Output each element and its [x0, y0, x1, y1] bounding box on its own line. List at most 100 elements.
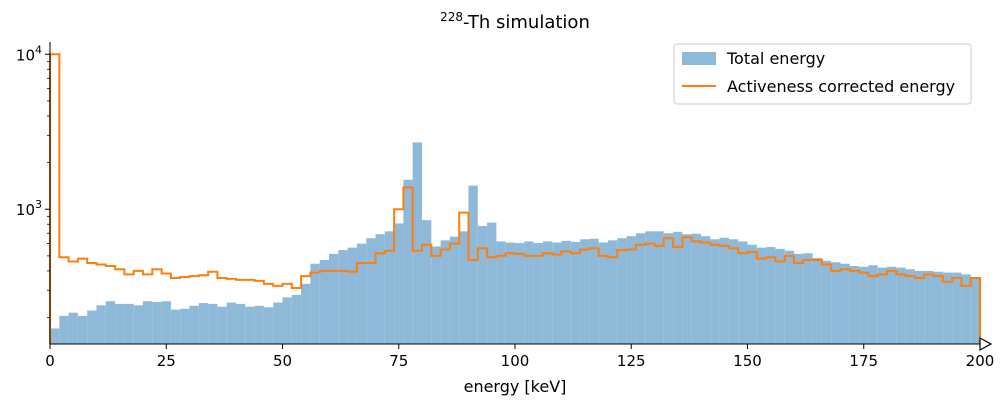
- histogram-bar: [598, 242, 608, 344]
- x-tick-label: 25: [157, 352, 176, 370]
- histogram-bar: [440, 240, 450, 344]
- histogram-bar: [208, 303, 218, 344]
- histogram-bar: [840, 263, 850, 344]
- histogram-bar: [896, 267, 906, 344]
- histogram-bar: [515, 243, 525, 344]
- histogram-bar: [654, 231, 664, 344]
- histogram-bar: [766, 247, 776, 344]
- histogram-bar: [505, 242, 515, 344]
- x-tick-label: 0: [45, 352, 55, 370]
- histogram-bar: [431, 246, 441, 344]
- histogram-bar: [143, 301, 153, 344]
- histogram-bar: [933, 271, 943, 344]
- x-tick-label: 50: [273, 352, 292, 370]
- histogram-bar: [719, 237, 729, 344]
- legend-label-total-energy: Total energy: [726, 49, 825, 68]
- histogram-bar: [282, 297, 292, 344]
- histogram-bar: [738, 241, 748, 344]
- histogram-bar: [236, 303, 246, 344]
- histogram-bar: [180, 308, 190, 344]
- histogram-bar: [254, 305, 264, 344]
- histogram-bar: [775, 248, 785, 344]
- histogram-bar: [905, 269, 915, 344]
- histogram-bar: [394, 223, 404, 344]
- histogram-bar: [542, 241, 553, 344]
- histogram-bar: [682, 234, 692, 344]
- histogram-bar: [459, 231, 469, 344]
- histogram-bar: [226, 302, 236, 344]
- histogram-bar: [626, 236, 636, 344]
- histogram-bar: [133, 305, 143, 344]
- histogram-bar: [635, 233, 646, 344]
- histogram-bar: [59, 315, 69, 344]
- histogram-bar: [524, 241, 534, 344]
- histogram-bar: [329, 253, 339, 344]
- histogram-bar: [161, 301, 171, 344]
- legend-label-activeness-corrected: Activeness corrected energy: [727, 77, 955, 96]
- histogram-bar: [821, 260, 832, 344]
- histogram-bar: [319, 260, 329, 344]
- histogram-bar: [310, 263, 320, 344]
- x-tick-label: 125: [617, 352, 646, 370]
- legend: Total energy Activeness corrected energy: [673, 43, 972, 105]
- histogram-bar: [552, 242, 562, 344]
- chart-title: 228-Th simulation: [440, 10, 590, 33]
- histogram-bar: [784, 250, 794, 344]
- histogram-bar: [124, 303, 134, 344]
- histogram-bar: [924, 270, 934, 344]
- histogram-bar: [570, 241, 581, 344]
- x-axis: 0 25 50 75 100 125 150 175 200: [45, 336, 995, 370]
- histogram-bar: [803, 253, 813, 344]
- histogram-bar: [942, 272, 953, 344]
- histogram-bar: [487, 222, 497, 344]
- histogram-bar: [645, 231, 655, 344]
- histogram-bar: [77, 315, 88, 344]
- histogram-bar: [589, 238, 599, 344]
- histogram-bar: [728, 239, 739, 344]
- histogram-bar: [105, 301, 116, 344]
- histogram-bar: [96, 305, 106, 344]
- histogram-bar: [831, 262, 841, 344]
- chart-title-superscript: 228: [440, 10, 463, 24]
- histogram-bar: [403, 179, 413, 344]
- y-tick-label: 104: [16, 43, 42, 64]
- histogram-bar: [366, 238, 376, 344]
- histogram-bar: [561, 240, 571, 344]
- histogram-bar: [673, 231, 683, 344]
- histogram-bar: [115, 303, 125, 344]
- histogram-bar: [747, 244, 757, 344]
- histogram-bar: [273, 302, 283, 344]
- histogram-bar: [756, 247, 767, 344]
- plot-area: [49, 53, 981, 344]
- histogram-bar: [859, 266, 869, 344]
- histogram-bar: [198, 303, 209, 344]
- x-axis-label: energy [keV]: [464, 377, 567, 396]
- histogram-bar: [87, 310, 97, 344]
- histogram-bar: [189, 305, 199, 344]
- histogram-bar: [384, 231, 395, 344]
- histogram-bar: [422, 220, 432, 344]
- chart-title-text: -Th simulation: [463, 12, 590, 33]
- step-line-activeness-corrected: [49, 53, 981, 344]
- histogram-bar: [970, 277, 980, 344]
- y-axis: 103 104: [16, 42, 51, 344]
- x-tick-label: 200: [966, 352, 995, 370]
- x-axis-arrow: [979, 336, 993, 352]
- histogram-bar: [608, 240, 618, 344]
- histogram-bar: [356, 243, 367, 344]
- histogram-bar: [868, 265, 878, 344]
- x-tick-label: 150: [733, 352, 762, 370]
- histogram-bar: [217, 306, 227, 344]
- histogram-bar: [347, 247, 357, 344]
- histogram-bar: [301, 283, 311, 344]
- histogram-bar: [449, 236, 460, 344]
- histogram-bar: [152, 301, 162, 344]
- histogram-bar: [701, 236, 711, 344]
- legend-swatch-total-energy: [682, 52, 716, 65]
- histogram-bar: [412, 142, 422, 344]
- histogram-bar: [263, 307, 274, 344]
- histogram-bar: [914, 270, 925, 344]
- histogram-bar: [849, 266, 860, 344]
- x-tick-label: 75: [389, 352, 408, 370]
